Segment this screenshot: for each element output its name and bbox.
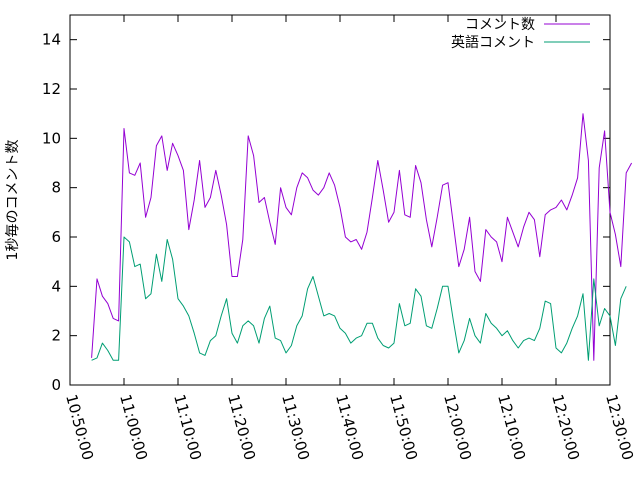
- x-tick-label: 11:40:00: [332, 392, 367, 462]
- x-tick-label: 11:10:00: [170, 392, 205, 462]
- x-tick-label: 11:00:00: [116, 392, 151, 462]
- y-tick-label: 10: [42, 129, 61, 147]
- y-tick-label: 2: [51, 327, 61, 345]
- series-layer: [91, 113, 633, 361]
- y-tick-label: 4: [51, 277, 61, 295]
- x-tick-label: 11:20:00: [224, 392, 259, 462]
- y-tick-label: 6: [51, 228, 61, 246]
- legend-label-0: コメント数: [465, 17, 535, 33]
- x-tick-label: 11:50:00: [386, 392, 421, 462]
- ticks-layer: 0 2 4 6 8 10 12 14 10:50:00 11:00:00 11:10:00 11:20…: [42, 15, 637, 462]
- x-tick-label: 12:00:00: [440, 392, 475, 462]
- x-tick-label: 10:50:00: [62, 392, 97, 462]
- plot-frame: [69, 14, 611, 386]
- x-tick-label: 12:20:00: [548, 392, 583, 462]
- y-tick-label: 12: [42, 80, 61, 98]
- legend-label-1: 英語コメント: [451, 34, 535, 51]
- series-line-0: [91, 113, 633, 361]
- x-tick-label: 12:10:00: [494, 392, 529, 462]
- series-line-1: [91, 236, 627, 361]
- y-tick-label: 8: [51, 179, 61, 197]
- x-tick-label: 11:30:00: [278, 392, 313, 462]
- y-axis-title: 1秒毎のコメント数: [5, 140, 21, 261]
- y-tick-label: 0: [51, 376, 61, 394]
- y-tick-label: 14: [42, 31, 61, 49]
- x-tick-label: 12:30:00: [602, 392, 637, 462]
